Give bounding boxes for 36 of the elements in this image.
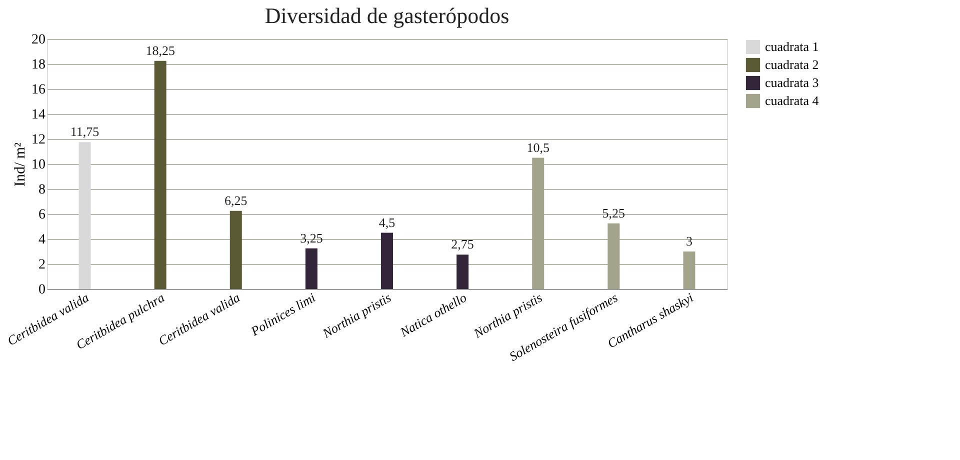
bar	[608, 223, 620, 289]
y-tick-label: 20	[32, 32, 46, 48]
bar	[532, 158, 544, 289]
data-label: 6,25	[224, 192, 248, 208]
y-tick-label: 8	[38, 182, 46, 198]
y-axis-title: Ind/ m²	[12, 142, 28, 187]
legend-label: cuadrata 3	[765, 75, 819, 90]
bar	[683, 252, 696, 289]
bar	[230, 210, 242, 289]
y-tick-label: 6	[38, 208, 46, 222]
data-label: 10,5	[526, 140, 550, 155]
y-tick-label: 0	[38, 282, 46, 298]
y-tick-label: 14	[32, 108, 46, 122]
data-label: 2,75	[451, 236, 474, 252]
bar	[305, 248, 318, 289]
bar	[154, 60, 166, 289]
y-tick-label: 18	[32, 58, 46, 72]
bar	[381, 232, 393, 289]
legend-label: cuadrata 4	[765, 93, 820, 108]
chart-title: Diversidad de gasterópodos	[264, 3, 510, 28]
data-label: 4,5	[378, 214, 396, 230]
bar	[78, 142, 91, 289]
data-label: 5,25	[602, 205, 626, 220]
data-label: 11,75	[70, 124, 100, 140]
data-label: 3	[686, 234, 692, 248]
data-label: 18,25	[146, 42, 175, 58]
legend-label: cuadrata 1	[765, 39, 819, 54]
y-tick-label: 4	[38, 232, 46, 248]
y-tick-label: 2	[38, 258, 46, 272]
y-tick-label: 10	[32, 158, 46, 172]
data-label: 3,25	[300, 230, 323, 246]
legend-label: cuadrata 2	[765, 57, 819, 72]
y-tick-label: 16	[32, 82, 46, 98]
bar	[456, 254, 469, 289]
y-tick-label: 12	[32, 132, 46, 148]
x-tick-label: Natica othello	[396, 290, 470, 340]
